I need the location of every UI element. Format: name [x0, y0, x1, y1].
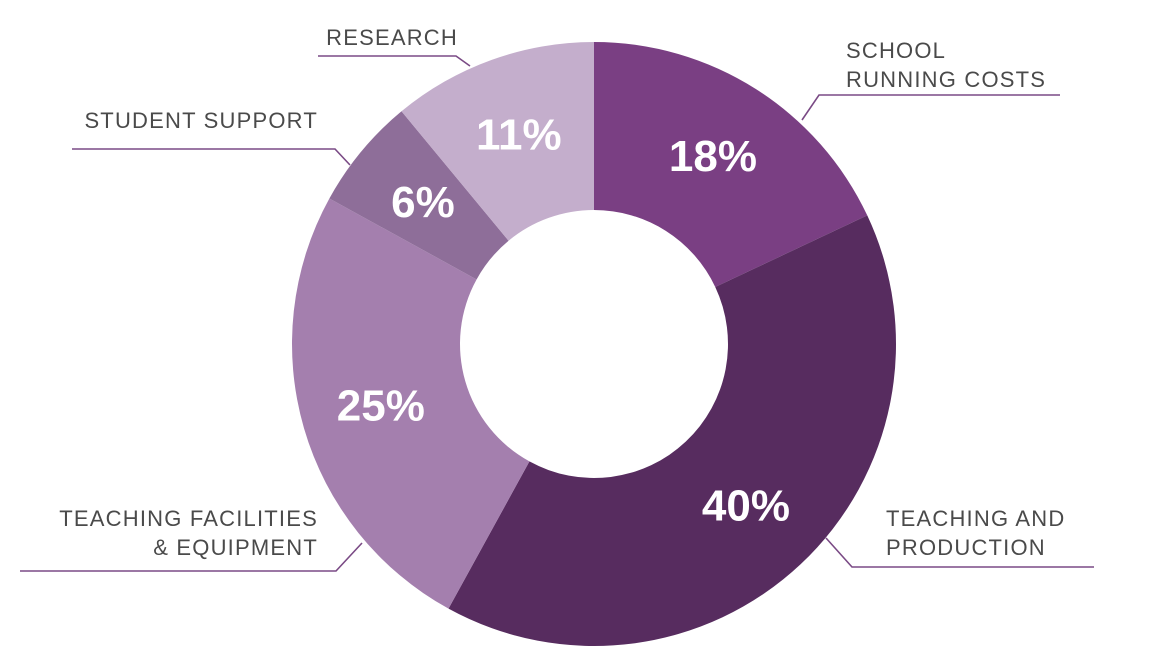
label-teaching-facilities: TEACHING FACILITIES & EQUIPMENT — [59, 506, 318, 560]
donut-slices — [291, 42, 896, 646]
pct-label-teaching-facilities: 25% — [337, 381, 425, 430]
pct-label-student-support: 6% — [391, 178, 455, 227]
pct-label-school-running-costs: 18% — [669, 132, 757, 181]
leader-line-student-support — [72, 148, 351, 166]
slice-teaching-facilities — [291, 198, 530, 609]
pct-label-teaching-and-production: 40% — [702, 481, 790, 530]
label-research: RESEARCH — [326, 25, 458, 50]
leader-line-school-running-costs — [801, 94, 1060, 121]
slice-student-support — [329, 111, 509, 280]
leader-line-research — [318, 55, 471, 67]
category-labels: SCHOOL RUNNING COSTS TEACHING AND PRODUCTIO… — [59, 25, 1065, 560]
leader-line-teaching-facilities — [20, 542, 363, 572]
slice-school-running-costs — [594, 42, 868, 287]
label-student-support: STUDENT SUPPORT — [84, 108, 318, 133]
slice-research — [401, 42, 594, 241]
leader-lines — [20, 55, 1094, 572]
slice-teaching-and-production — [448, 215, 896, 646]
label-teaching-and-production: TEACHING AND PRODUCTION — [886, 506, 1065, 560]
percentage-labels: 18% 40% 25% 6% 11% — [337, 111, 790, 531]
leader-line-teaching-and-production — [825, 537, 1094, 568]
pct-label-research: 11% — [476, 111, 562, 160]
label-school-running-costs: SCHOOL RUNNING COSTS — [846, 38, 1046, 92]
